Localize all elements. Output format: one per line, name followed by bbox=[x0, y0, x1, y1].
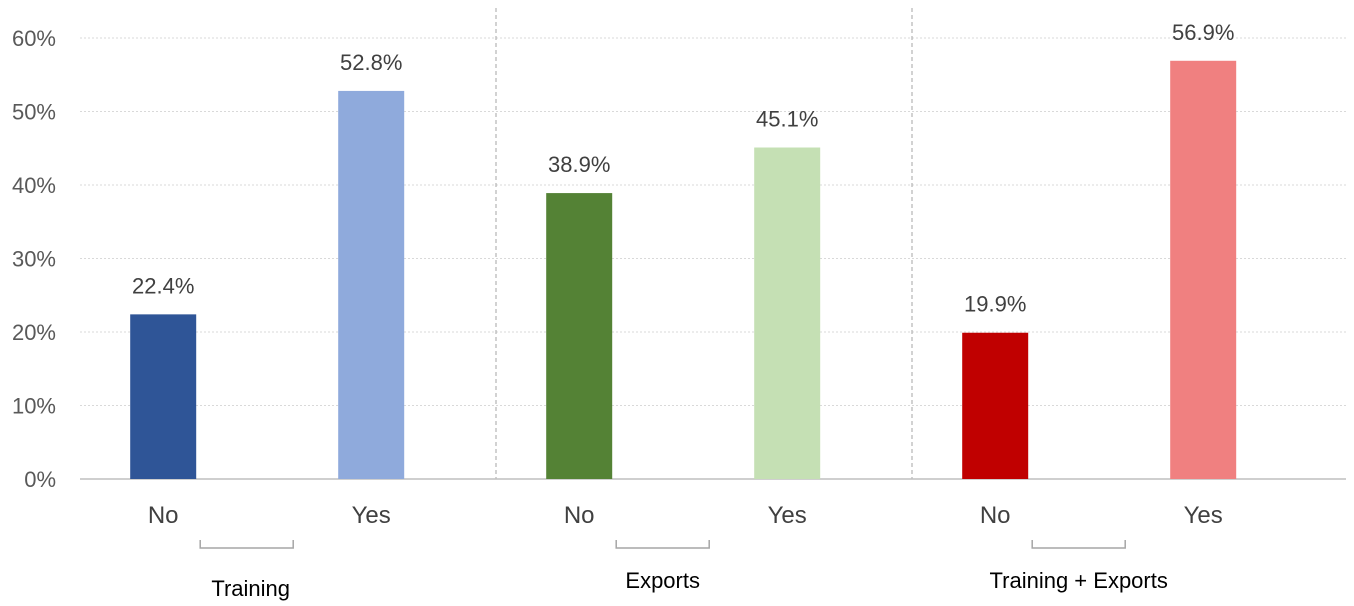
data-label: 45.1% bbox=[756, 107, 818, 132]
bar bbox=[1170, 60, 1237, 479]
data-label: 19.9% bbox=[964, 292, 1026, 317]
bar bbox=[962, 332, 1029, 479]
bar bbox=[338, 90, 405, 480]
data-label: 22.4% bbox=[132, 273, 194, 298]
y-tick-label: 40% bbox=[12, 173, 56, 198]
group-label: Training bbox=[211, 576, 290, 601]
group-label: Exports bbox=[625, 568, 700, 593]
y-tick-label: 0% bbox=[24, 467, 56, 492]
group-bracket bbox=[1031, 540, 1126, 549]
y-tick-label: 20% bbox=[12, 320, 56, 345]
data-label: 56.9% bbox=[1172, 20, 1234, 45]
category-label: Yes bbox=[1184, 502, 1223, 529]
category-label: No bbox=[564, 502, 595, 529]
bars bbox=[130, 60, 1237, 480]
y-tick-label: 30% bbox=[12, 247, 56, 272]
category-label: No bbox=[148, 502, 179, 529]
y-tick-label: 60% bbox=[12, 26, 56, 51]
data-labels: 22.4% 52.8% 38.9% 45.1% 19.9% 56.9% bbox=[132, 20, 1234, 317]
bar bbox=[546, 193, 613, 479]
data-label: 52.8% bbox=[340, 50, 402, 75]
category-label: Yes bbox=[352, 502, 391, 529]
group-bracket bbox=[199, 540, 294, 549]
y-tick-label: 50% bbox=[12, 100, 56, 125]
y-tick-label: 10% bbox=[12, 394, 56, 419]
gridlines bbox=[80, 8, 1346, 479]
bar bbox=[130, 314, 197, 479]
y-axis: 0% 10% 20% 30% 40% 50% 60% bbox=[12, 26, 1346, 492]
bar bbox=[754, 147, 821, 479]
data-label: 38.9% bbox=[548, 152, 610, 177]
category-label: Yes bbox=[768, 502, 807, 529]
category-axis: No Yes Training No Yes Exports No Yes Training +… bbox=[148, 502, 1223, 601]
category-label: No bbox=[980, 502, 1011, 529]
group-bracket bbox=[615, 540, 710, 549]
group-label: Training + Exports bbox=[990, 568, 1168, 593]
